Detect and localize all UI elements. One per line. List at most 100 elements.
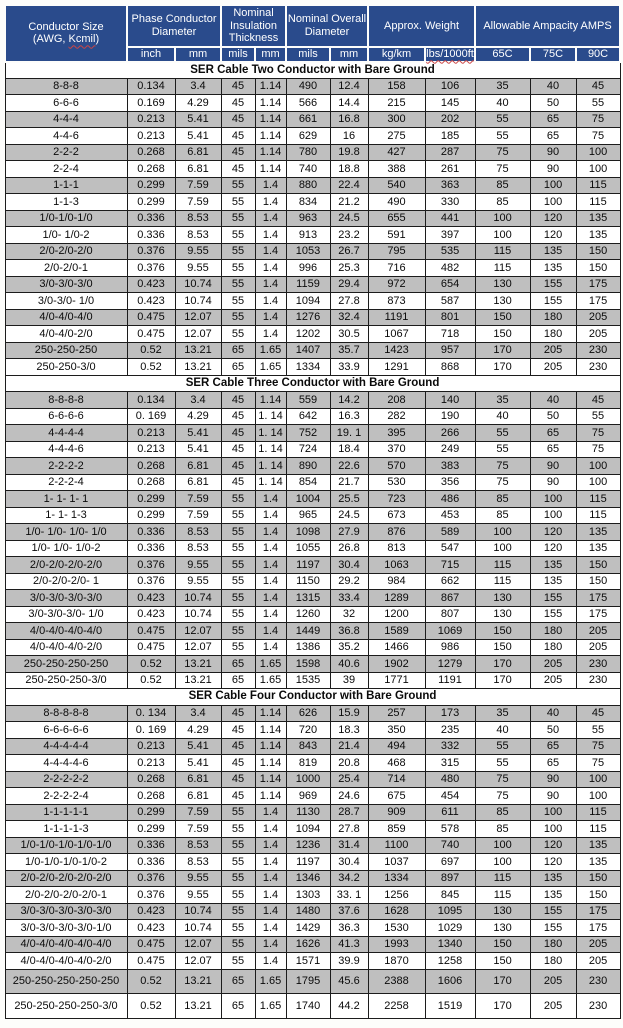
table-cell: 75 (474, 143, 531, 162)
table-cell: 130 (474, 292, 531, 310)
table-cell: 1.14 (254, 770, 287, 789)
table-row: 1-1-1-1-3 0.299 7.59 55 1.4 1094 27.8 859 578 85 1… (4, 820, 621, 838)
table-cell: 55 (474, 424, 531, 442)
table-cell: 1.4 (254, 572, 287, 591)
table-cell: 8.53 (174, 209, 222, 228)
table-cell: 34.2 (329, 869, 369, 888)
table-cell: 33. 1 (329, 886, 369, 904)
ser-cable-spec-table: Conductor Size (AWG, Kcmil) Phase Conduc… (4, 4, 622, 1019)
table-cell: 490 (367, 193, 426, 211)
table-cell: 39 (329, 671, 369, 690)
table-cell: 7.59 (174, 176, 222, 195)
table-row: 2/0-2/0-2/0-2/0-1 0.376 9.55 55 1.4 1303 33. 1… (4, 886, 621, 904)
table-cell: 45 (220, 704, 256, 723)
table-cell: 897 (424, 869, 476, 888)
table-cell: 16.3 (329, 407, 369, 426)
unit-65c: 65C (474, 45, 532, 63)
header-group-allowable-ampacity: Allowable Ampacity AMPS (474, 4, 622, 48)
table-row: 250-250-250-250-250 0.52 13.21 65 1.65 1795 45… (4, 968, 621, 995)
table-row: 4-4-4-4-4 0.213 5.41 45 1.14 843 21.4 494 332 55 6… (4, 737, 621, 756)
table-cell: 250-250-250 (4, 341, 128, 360)
table-cell: 205 (575, 935, 621, 954)
table-row: 250-250-3/0 0.52 13.21 65 1.65 1334 33.9 1291 86… (4, 358, 621, 376)
table-cell: 205 (529, 358, 577, 376)
table-row: 2-2-4 0.268 6.81 45 1.14 740 18.8 388 261 75 90 100 (4, 160, 621, 178)
table-cell: 75 (575, 127, 621, 145)
table-cell: 55 (220, 506, 256, 525)
table-cell: 909 (367, 803, 426, 822)
table-cell: 1.4 (254, 275, 287, 294)
table-cell: 697 (424, 853, 476, 871)
table-cell: 205 (575, 952, 621, 970)
table-cell: 115 (575, 506, 621, 525)
table-cell: 170 (474, 341, 531, 360)
table-cell: 55 (575, 721, 621, 739)
table-cell: 10.74 (174, 605, 222, 624)
table-row: 4/0-4/0-4/0-4/0-4/0 0.475 12.07 55 1.4 1626 41… (4, 935, 621, 954)
table-cell: 205 (575, 622, 621, 640)
table-row: 2/0-2/0-1 0.376 9.55 55 1.4 996 25.3 716 482 115 1… (4, 259, 621, 277)
section-title: SER Cable Two Conductor with Bare Ground (4, 61, 621, 79)
table-cell: 150 (474, 952, 531, 970)
table-cell: 18.3 (329, 721, 369, 739)
table-row: 3/0-3/0-3/0-3/0 0.423 10.74 55 1.4 1315 33.4 12… (4, 589, 621, 607)
table-row: 1/0- 1/0- 1/0- 1/0 0.336 8.53 55 1.4 1098 27.9… (4, 523, 621, 541)
table-cell: 28.7 (329, 803, 369, 822)
table-cell: 807 (424, 605, 476, 624)
table-cell: 1.14 (254, 160, 287, 178)
table-cell: 0.52 (126, 341, 176, 360)
table-cell: 740 (285, 160, 331, 178)
table-cell: 150 (474, 325, 531, 343)
table-cell: 75 (575, 110, 621, 129)
table-cell: 4.29 (174, 407, 222, 426)
table-cell: 135 (529, 259, 577, 277)
table-cell: 12.07 (174, 952, 222, 970)
table-cell: 45 (220, 94, 256, 112)
table-cell: 1/0- 1/0- 1/0- 1/0 (4, 523, 128, 541)
header-conductor-size: Conductor Size (AWG, Kcmil) (4, 4, 128, 63)
table-cell: 135 (529, 242, 577, 261)
table-cell: 120 (529, 539, 577, 558)
table-cell: 1095 (424, 902, 476, 921)
table-cell: 3/0-3/0- 1/0 (4, 292, 128, 310)
table-cell: 0.423 (126, 589, 176, 607)
header-group-nominal-overall-diameter: Nominal Overall Diameter (285, 4, 369, 48)
table-cell: 29.4 (329, 275, 369, 294)
table-cell: 90 (529, 787, 577, 805)
table-cell: 0.52 (126, 968, 176, 995)
table-cell: 100 (474, 836, 531, 855)
table-cell: 75 (474, 770, 531, 789)
table-row: 4-4-4 0.213 5.41 45 1.14 661 16.8 300 202 55 65 75 (4, 110, 621, 129)
table-cell: 10.74 (174, 919, 222, 937)
table-cell: 55 (220, 292, 256, 310)
table-cell: 8.53 (174, 853, 222, 871)
table-cell: 130 (474, 605, 531, 624)
table-cell: 55 (220, 523, 256, 541)
table-cell: 780 (285, 143, 331, 162)
table-cell: 55 (474, 737, 531, 756)
table-row: 3/0-3/0-3/0-3/0-3/0 0.423 10.74 55 1.4 1480 37… (4, 902, 621, 921)
table-cell: 230 (575, 358, 621, 376)
table-cell: 0.213 (126, 110, 176, 129)
table-cell: 14.2 (329, 391, 369, 409)
table-cell: 55 (474, 440, 531, 459)
table-cell: 100 (575, 787, 621, 805)
table-cell: 25.4 (329, 770, 369, 789)
table-cell: 1291 (367, 358, 426, 376)
table-cell: 100 (529, 803, 577, 822)
table-cell: 629 (285, 127, 331, 145)
table-cell: 35.7 (329, 341, 369, 360)
table-cell: 716 (367, 259, 426, 277)
table-cell: 578 (424, 820, 476, 838)
table-cell: 1069 (424, 622, 476, 640)
table-cell: 1.65 (254, 341, 287, 360)
table-cell: 8.53 (174, 523, 222, 541)
table-cell: 350 (367, 721, 426, 739)
table-cell: 100 (529, 506, 577, 525)
table-cell: 1740 (285, 993, 331, 1019)
table-cell: 1.4 (254, 869, 287, 888)
table-cell: 115 (474, 556, 531, 574)
table-cell: 12.07 (174, 622, 222, 640)
table-cell: 100 (474, 853, 531, 871)
table-cell: 1.4 (254, 836, 287, 855)
